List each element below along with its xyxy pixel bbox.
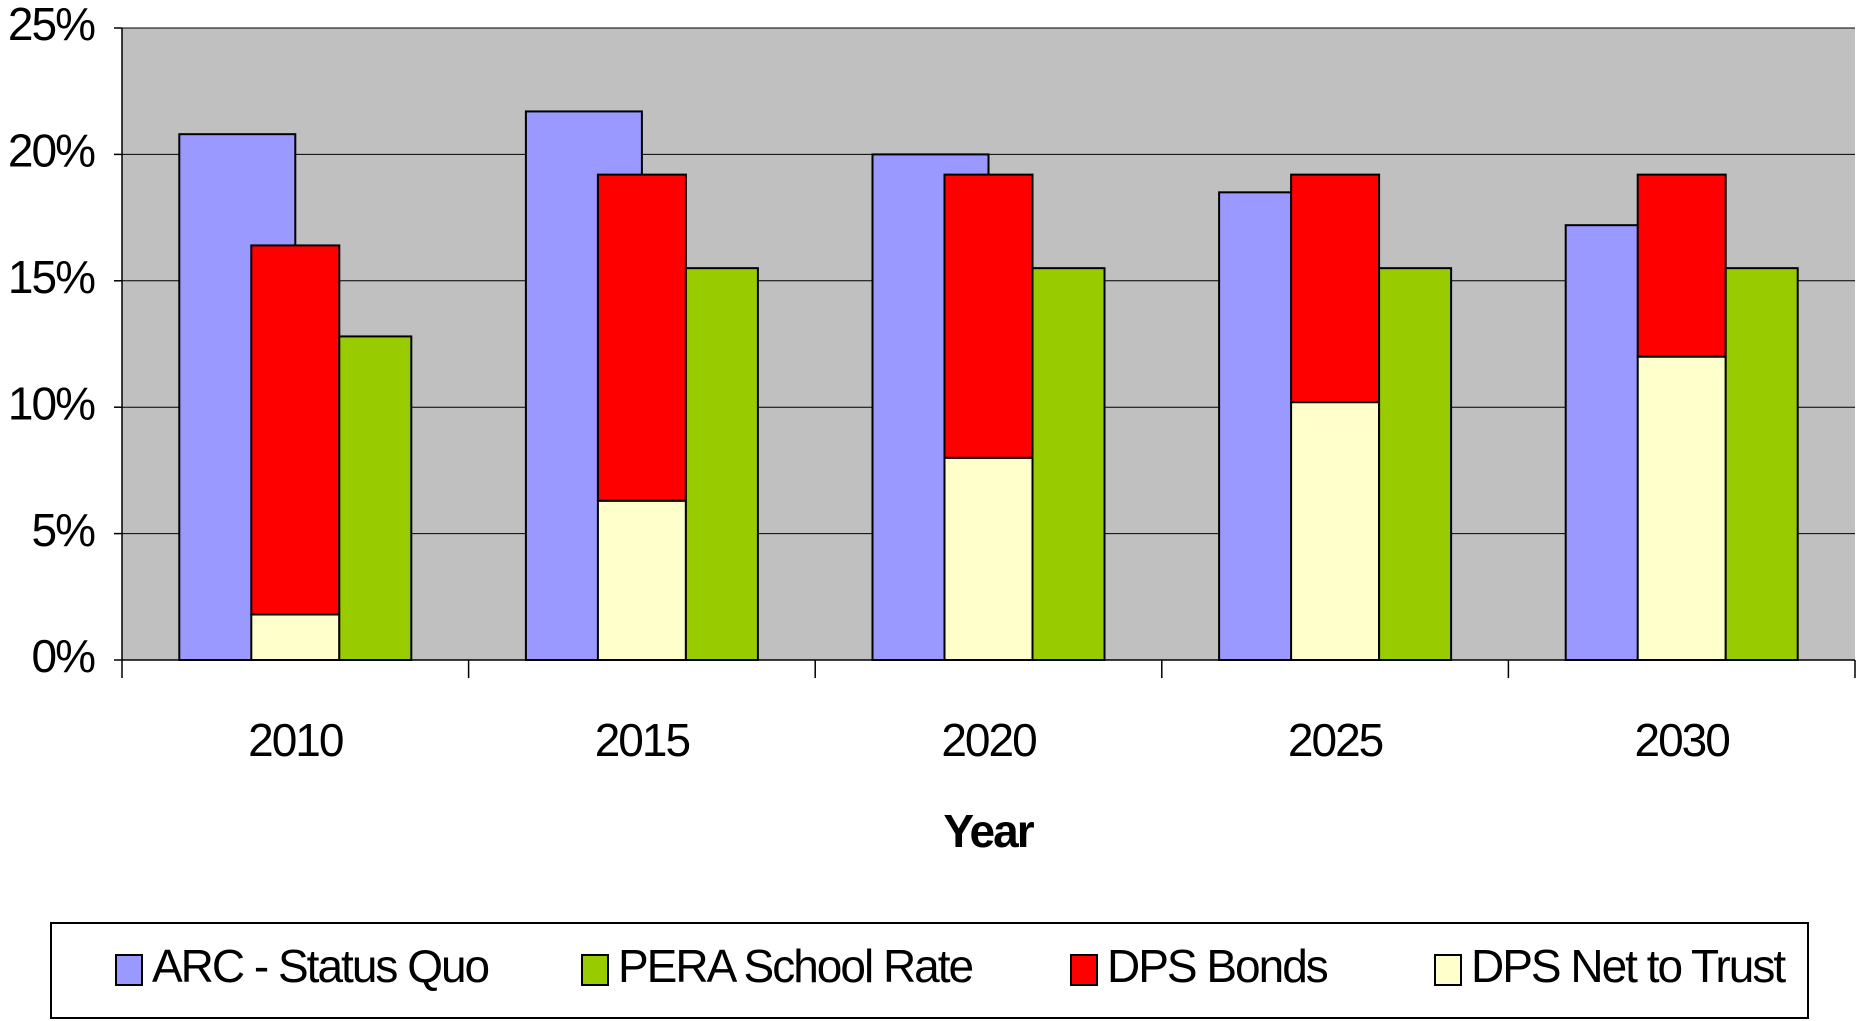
y-tick-label: 10%: [8, 377, 95, 429]
y-tick-label: 5%: [32, 504, 96, 556]
x-tick-label: 2030: [1635, 714, 1730, 766]
x-tick-label: 2020: [941, 714, 1036, 766]
bar: [596, 173, 687, 502]
bar: [1636, 173, 1727, 358]
y-tick-label: 15%: [8, 251, 95, 303]
x-axis-label: Year: [943, 805, 1034, 857]
y-tick-label: 20%: [8, 125, 95, 177]
legend-swatch: [1070, 954, 1098, 986]
bar: [1290, 173, 1381, 404]
legend-swatch: [581, 954, 609, 986]
bar: [338, 335, 413, 661]
bar: [943, 456, 1034, 662]
x-tick-label: 2010: [248, 714, 343, 766]
bar: [1031, 267, 1106, 661]
legend-label: DPS Bonds: [1107, 940, 1328, 992]
bar: [943, 173, 1034, 459]
x-tick-label: 2015: [595, 714, 690, 766]
y-tick-label: 25%: [8, 0, 95, 50]
legend-label: ARC - Status Quo: [152, 940, 489, 992]
bar: [250, 613, 341, 661]
legend-label: PERA School Rate: [618, 940, 973, 992]
bar: [684, 267, 759, 661]
bar: [596, 499, 687, 661]
bar: [1724, 267, 1799, 661]
legend-label: DPS Net to Trust: [1471, 940, 1786, 992]
bar: [1636, 355, 1727, 661]
legend-box: [50, 922, 1809, 1019]
bar: [250, 244, 341, 616]
x-tick-label: 2025: [1288, 714, 1383, 766]
bar: [1290, 401, 1381, 661]
legend-swatch: [115, 954, 143, 986]
legend-swatch: [1434, 954, 1462, 986]
y-tick-label: 0%: [32, 630, 96, 682]
bar: [1378, 267, 1453, 661]
